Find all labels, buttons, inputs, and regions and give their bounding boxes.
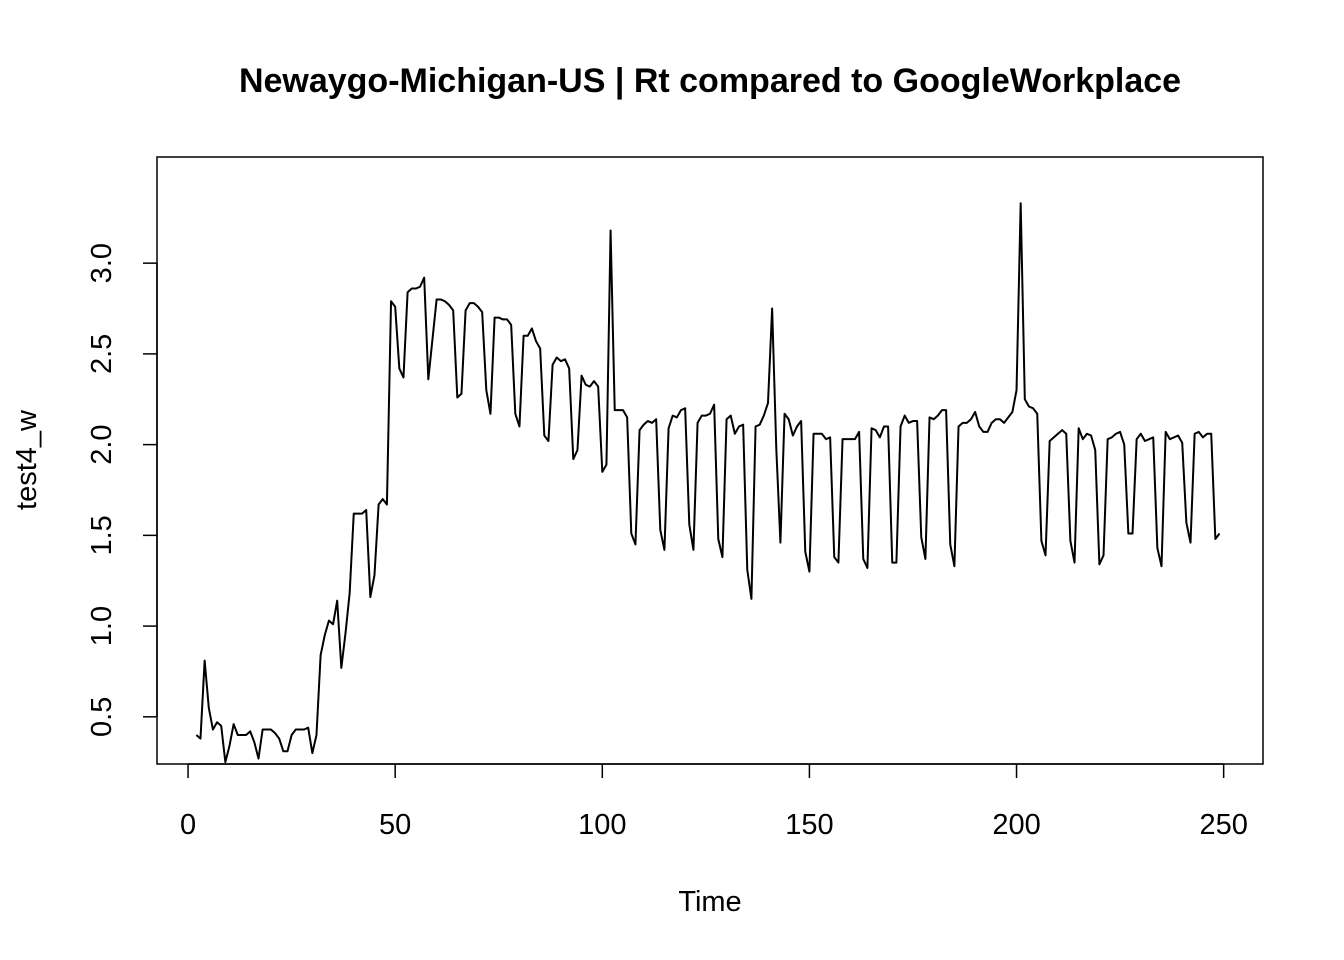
y-tick-label: 3.0 <box>86 243 118 283</box>
y-axis-label: test4_w <box>11 409 43 510</box>
y-tick-label: 2.5 <box>86 334 118 374</box>
x-tick-label: 200 <box>992 809 1040 841</box>
series-layer <box>195 202 1221 764</box>
series-line <box>195 202 1221 764</box>
x-tick-label: 150 <box>785 809 833 841</box>
x-axis: 0 50 100 150 200 250 <box>180 763 1248 841</box>
y-tick-label: 1.5 <box>86 515 118 555</box>
y-tick-label: 1.0 <box>86 606 118 646</box>
x-tick-label: 250 <box>1199 809 1247 841</box>
chart-title: Newaygo-Michigan-US | Rt compared to Goo… <box>239 62 1181 100</box>
y-tick-label: 2.0 <box>86 424 118 464</box>
x-tick-label: 0 <box>180 809 196 841</box>
x-axis-label: Time <box>678 886 741 918</box>
y-axis: 0.5 1.0 1.5 2.0 2.5 3.0 <box>86 243 158 737</box>
y-tick-label: 0.5 <box>86 697 118 737</box>
plot-frame <box>156 156 1264 765</box>
x-tick-label: 50 <box>379 809 411 841</box>
x-tick-label: 100 <box>578 809 626 841</box>
